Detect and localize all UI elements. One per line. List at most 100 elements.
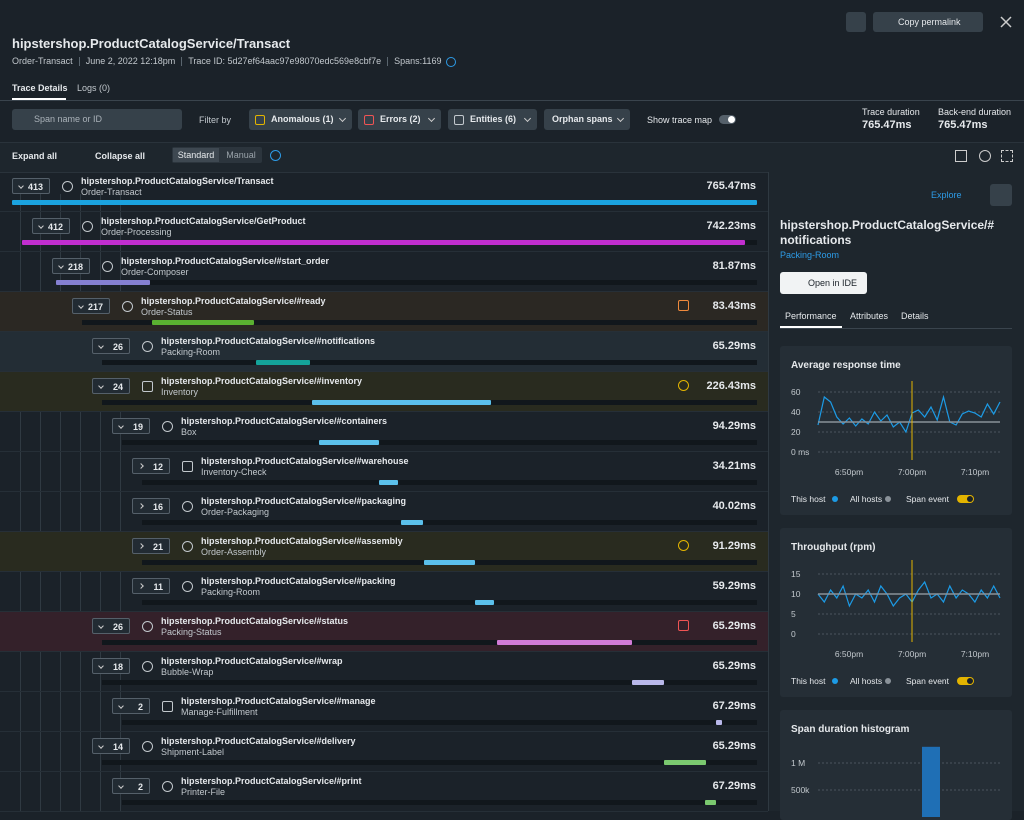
globe-icon: [142, 621, 153, 632]
external-icon[interactable]: [955, 150, 967, 162]
filter-label: Filter by: [199, 115, 232, 125]
span-row[interactable]: 24 hipstershop.ProductCatalogService/#inv…: [0, 372, 768, 412]
span-bar: [256, 360, 310, 365]
y-tick-label: 40: [791, 407, 801, 417]
span-count[interactable]: 21: [132, 538, 170, 554]
span-service: Packing-Room: [161, 347, 221, 357]
detail-tab[interactable]: Details: [901, 311, 929, 321]
legend-label: Span event: [906, 676, 950, 686]
span-row[interactable]: 218 hipstershop.ProductCatalogService/#st…: [0, 252, 768, 292]
span-service: Printer-File: [181, 787, 226, 797]
span-row[interactable]: 413 hipstershop.ProductCatalogService/Tra…: [0, 172, 768, 212]
legend-label: Span event: [906, 494, 950, 504]
chevron: [138, 583, 144, 589]
close-icon[interactable]: [1000, 16, 1012, 28]
chip-icon: [454, 115, 464, 125]
span-row[interactable]: 217 hipstershop.ProductCatalogService/#re…: [0, 292, 768, 332]
span-duration: 40.02ms: [712, 500, 756, 512]
series-line: [817, 394, 1001, 434]
span-row[interactable]: 19 hipstershop.ProductCatalogService/#con…: [0, 412, 768, 452]
filter-chip[interactable]: Errors (2): [358, 109, 441, 130]
span-name: hipstershop.ProductCatalogService/#manag…: [181, 696, 376, 706]
chevron: [98, 383, 104, 389]
span-count[interactable]: 14: [92, 738, 130, 754]
span-service: Bubble-Wrap: [161, 667, 214, 677]
span-row[interactable]: 26 hipstershop.ProductCatalogService/#not…: [0, 332, 768, 372]
detail-tab[interactable]: Attributes: [850, 311, 889, 321]
search-input[interactable]: Span name or ID: [12, 109, 182, 130]
span-count[interactable]: 16: [132, 498, 170, 514]
mode-standard[interactable]: Standard: [173, 148, 219, 162]
explore-link[interactable]: Explore: [931, 190, 962, 200]
span-name: hipstershop.ProductCatalogService/Transa…: [81, 176, 274, 186]
chart: Throughput (rpm) 15 10 5 0 6:50pm 7:00pm 7:10pm…: [791, 542, 1001, 686]
span-service: Order-Composer: [121, 267, 189, 277]
span-count[interactable]: 412: [32, 218, 70, 234]
tab-underline: [780, 326, 842, 328]
tree-guide: [100, 194, 101, 811]
span-count[interactable]: 413: [12, 178, 50, 194]
expand-all[interactable]: Expand all: [12, 151, 58, 161]
filter-chip[interactable]: Entities (6): [448, 109, 537, 130]
span-count[interactable]: 12: [132, 458, 170, 474]
span-count[interactable]: 18: [92, 658, 130, 674]
duration-label: Trace duration: [862, 107, 920, 117]
filter-chip[interactable]: Anomalous (1): [249, 109, 352, 130]
timeline-track: [82, 320, 757, 325]
span-name: hipstershop.ProductCatalogService/#ready: [141, 296, 326, 306]
span-row[interactable]: 21 hipstershop.ProductCatalogService/#ass…: [0, 532, 768, 572]
span-row[interactable]: 18 hipstershop.ProductCatalogService/#wra…: [0, 652, 768, 692]
globe-icon: [142, 661, 153, 672]
span-count[interactable]: 217: [72, 298, 110, 314]
span-name: hipstershop.ProductCatalogService/#statu…: [161, 616, 349, 626]
span-row[interactable]: 2 hipstershop.ProductCatalogService/#prin…: [0, 772, 768, 812]
span-count[interactable]: 26: [92, 338, 130, 354]
filter-chip[interactable]: Orphan spans: [544, 109, 630, 130]
span-name: hipstershop.ProductCatalogService/#packi…: [201, 576, 396, 586]
open-ide[interactable]: Open in IDE: [780, 272, 867, 294]
span-count[interactable]: 2: [112, 778, 150, 794]
icon-button[interactable]: [846, 12, 866, 32]
span-duration: 226.43ms: [706, 380, 756, 392]
toggle-knob: [967, 496, 973, 502]
globe-icon: [82, 221, 93, 232]
span-count[interactable]: 11: [132, 578, 170, 594]
copy-permalink[interactable]: Copy permalink: [873, 12, 983, 32]
span-count[interactable]: 2: [112, 698, 150, 714]
span-count[interactable]: 26: [92, 618, 130, 634]
span-service: Order-Status: [141, 307, 193, 317]
span-row[interactable]: 26 hipstershop.ProductCatalogService/#sta…: [0, 612, 768, 652]
chevron: [98, 663, 104, 669]
span-row[interactable]: 2 hipstershop.ProductCatalogService/#mana…: [0, 692, 768, 732]
chevron: [616, 114, 625, 123]
span-row[interactable]: 12 hipstershop.ProductCatalogService/#war…: [0, 452, 768, 492]
mode-manual[interactable]: Manual: [226, 150, 256, 160]
meta-item: Spans:1169: [394, 56, 442, 66]
globe-icon: [182, 581, 193, 592]
settings-icon[interactable]: [979, 150, 991, 162]
span-row[interactable]: 14 hipstershop.ProductCatalogService/#del…: [0, 732, 768, 772]
span-row[interactable]: 16 hipstershop.ProductCatalogService/#pac…: [0, 492, 768, 532]
span-service: Order-Packaging: [201, 507, 270, 517]
collapse-all[interactable]: Collapse all: [95, 151, 146, 161]
legend-label: All hosts: [850, 676, 882, 686]
span-name: hipstershop.ProductCatalogService/GetPro…: [101, 216, 306, 226]
span-count[interactable]: 19: [112, 418, 150, 434]
span-count[interactable]: 24: [92, 378, 130, 394]
meta-item: Trace ID: 5d27ef64aac97e98070edc569e8cbf…: [188, 56, 382, 66]
clock-icon: [678, 540, 689, 551]
collapse-icon[interactable]: [1001, 150, 1013, 162]
tab[interactable]: Logs (0): [77, 83, 111, 93]
toggle-label: Show trace map: [647, 115, 713, 125]
tab[interactable]: Trace Details: [12, 83, 68, 93]
detail-tab[interactable]: Performance: [785, 311, 837, 321]
span-bar: [497, 640, 632, 645]
close-panel[interactable]: [990, 184, 1012, 206]
y-tick-label: 0 ms: [791, 447, 809, 457]
toggle[interactable]: [719, 115, 736, 124]
globe-icon: [182, 501, 193, 512]
span-row[interactable]: 11 hipstershop.ProductCatalogService/#pac…: [0, 572, 768, 612]
span-count[interactable]: 218: [52, 258, 90, 274]
span-row[interactable]: 412 hipstershop.ProductCatalogService/Get…: [0, 212, 768, 252]
